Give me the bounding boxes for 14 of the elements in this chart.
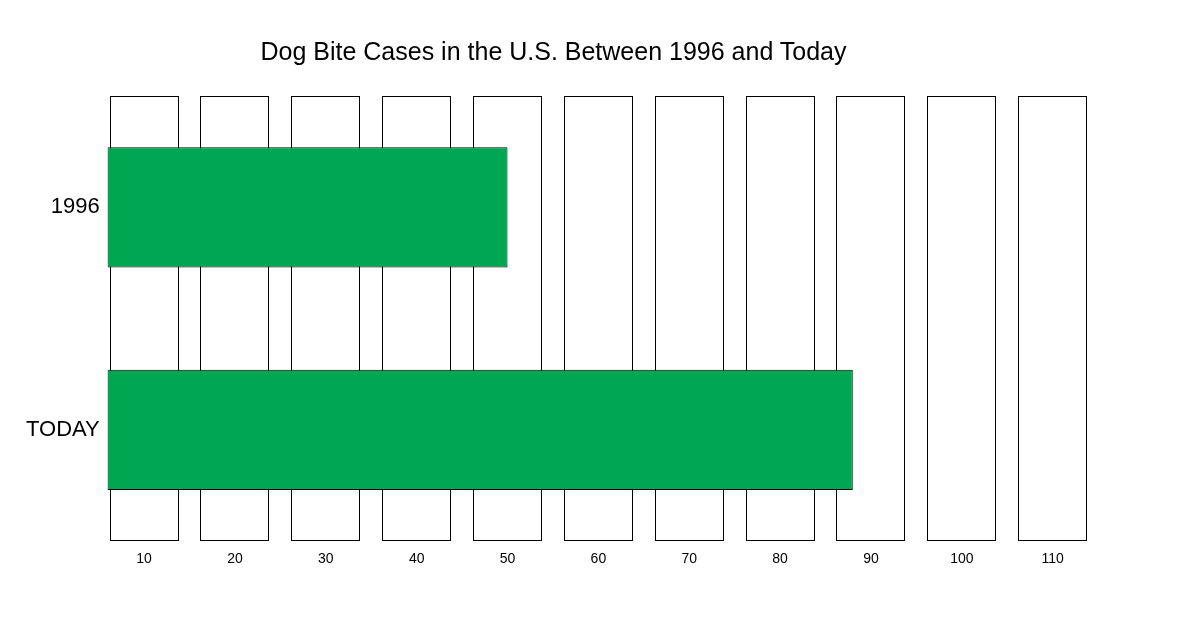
x-tick-label: 80	[772, 550, 789, 567]
x-tick-label: 10	[136, 550, 153, 567]
x-tick-label: 100	[950, 550, 974, 567]
x-tick-label: 20	[227, 550, 243, 567]
y-tick-label: 1996	[50, 193, 100, 219]
x-tick-label: 60	[590, 550, 607, 567]
x-tick-label: 40	[408, 550, 425, 567]
x-tick-label: 50	[499, 550, 516, 567]
chart-title: Dog Bite Cases in the U.S. Between 1996 and Today	[260, 36, 848, 65]
y-tick-label: TODAY	[25, 415, 101, 441]
x-tick-label: 110	[1041, 550, 1065, 567]
x-tick-label: 70	[681, 550, 698, 567]
x-tick-label: 30	[318, 550, 334, 567]
x-tick-label: 90	[863, 550, 879, 567]
